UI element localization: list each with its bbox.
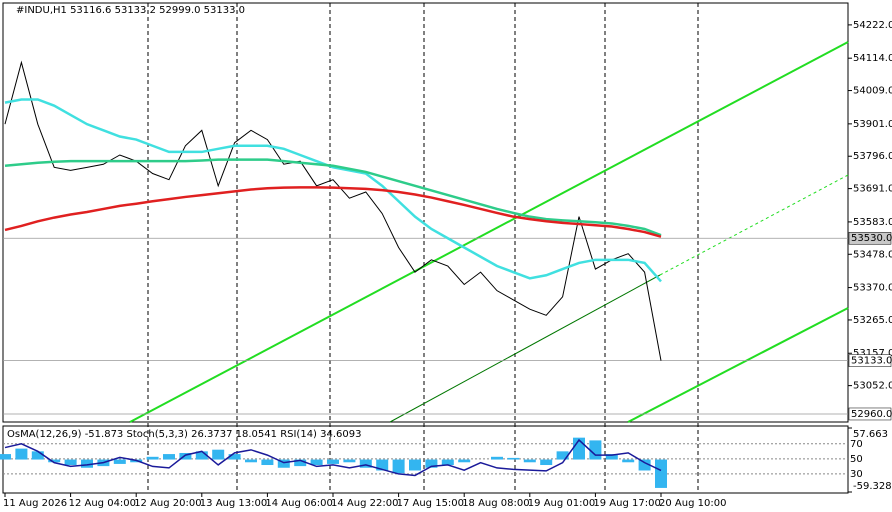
price-label-box <box>848 407 892 421</box>
osma-bar <box>605 454 618 460</box>
y2-tick-label: 70 <box>850 439 863 450</box>
osma-bar <box>392 459 405 474</box>
x-tick-label: 14 Aug 06:00 <box>265 498 332 509</box>
main-panel <box>2 2 849 423</box>
channel-line <box>627 307 849 423</box>
osma-bar <box>458 459 471 463</box>
y2-tick-label: 50 <box>850 454 863 465</box>
x-tick-label: 12 Aug 04:00 <box>69 498 136 509</box>
osma-bar <box>556 451 569 460</box>
osma-bar <box>376 459 389 471</box>
osma-bar <box>523 459 536 463</box>
osma-bar <box>622 459 635 463</box>
y-tick-label: 53691.0 <box>853 184 892 195</box>
x-tick-label: 17 Aug 15:00 <box>397 498 464 509</box>
y-tick-label: 53583.0 <box>853 217 892 228</box>
osma-bar <box>491 456 503 460</box>
x-tick-label: 12 Aug 20:00 <box>134 498 201 509</box>
osma-bar <box>81 459 93 468</box>
osma-bar <box>359 459 372 468</box>
price-label: 52960.0 <box>851 409 892 420</box>
y-tick-label: 53370.0 <box>853 283 892 294</box>
y-tick-label: 53157.0 <box>853 348 892 359</box>
osma-bar <box>638 459 651 471</box>
y-tick-label: 53052.0 <box>853 381 892 392</box>
moving-average <box>4 98 662 283</box>
osma-bar <box>163 454 175 460</box>
osma-bar <box>0 454 11 460</box>
osma-bar <box>15 448 28 460</box>
day-separators <box>147 3 699 493</box>
x-tick-label: 18 Aug 08:00 <box>462 498 529 509</box>
x-tick-label: 19 Aug 01:00 <box>528 498 595 509</box>
oscillator-line <box>4 438 662 477</box>
channel <box>129 41 849 423</box>
osma-bar <box>589 440 602 460</box>
osma-bar <box>343 459 356 463</box>
osma-bar <box>261 459 274 466</box>
osma-bar <box>31 451 44 460</box>
osma-bar <box>179 452 192 460</box>
osma-bar <box>195 451 208 460</box>
osma-bar <box>212 449 225 460</box>
y-tick-label: 53796.0 <box>853 151 892 162</box>
price-label-box <box>848 354 892 367</box>
osma-bar <box>245 459 257 463</box>
osma-bar <box>655 459 667 488</box>
osma-bar <box>507 457 520 460</box>
y-tick-label: 53265.0 <box>853 315 892 326</box>
y2-tick-label: 30 <box>850 469 863 480</box>
price-label: 53133.0 <box>851 356 892 367</box>
x-tick-label: 20 Aug 10:00 <box>659 498 726 509</box>
osma-bar <box>294 459 307 467</box>
y-tick-label: 54114.0 <box>853 53 892 64</box>
chart-title: #INDU,H1 53116.6 53133.2 52999.0 53133.0 <box>16 5 245 16</box>
moving-average <box>4 158 662 237</box>
channel-mid <box>389 274 661 423</box>
osma-bar <box>540 459 553 466</box>
x-tick-label: 11 Aug 2026 <box>3 498 67 509</box>
channel-line <box>129 41 849 423</box>
sub-panel <box>2 425 849 494</box>
y-tick-label: 57.663 <box>853 429 888 440</box>
osma-bar <box>146 456 159 460</box>
moving-average <box>4 186 662 238</box>
price-label-box <box>848 231 892 245</box>
sub-title: OsMA(12,26,9) -51.873 Stoch(5,3,3) 26.37… <box>7 429 362 440</box>
price-line <box>4 60 662 361</box>
osma-bar <box>425 459 438 468</box>
osma-bar <box>64 459 77 466</box>
y-tick-label: 54009.0 <box>853 86 892 97</box>
y-tick-label: 54222.0 <box>853 20 892 31</box>
osma-bar <box>310 459 323 466</box>
osma-bar <box>441 459 454 466</box>
x-tick-label: 13 Aug 13:00 <box>200 498 267 509</box>
osma-bar <box>113 459 126 464</box>
y-tick-label: 53478.0 <box>853 249 892 260</box>
price-label: 53530.0 <box>851 233 892 244</box>
x-tick-label: 19 Aug 17:00 <box>593 498 660 509</box>
osma-bar <box>277 459 290 468</box>
y-tick-label: -59.328 <box>853 481 892 492</box>
osma-bar <box>48 459 61 463</box>
osma-bar <box>228 454 241 460</box>
x-tick-label: 14 Aug 22:00 <box>331 498 398 509</box>
osma-bar <box>327 459 339 464</box>
osma-bar <box>409 459 421 471</box>
y-tick-label: 53901.0 <box>853 119 892 130</box>
